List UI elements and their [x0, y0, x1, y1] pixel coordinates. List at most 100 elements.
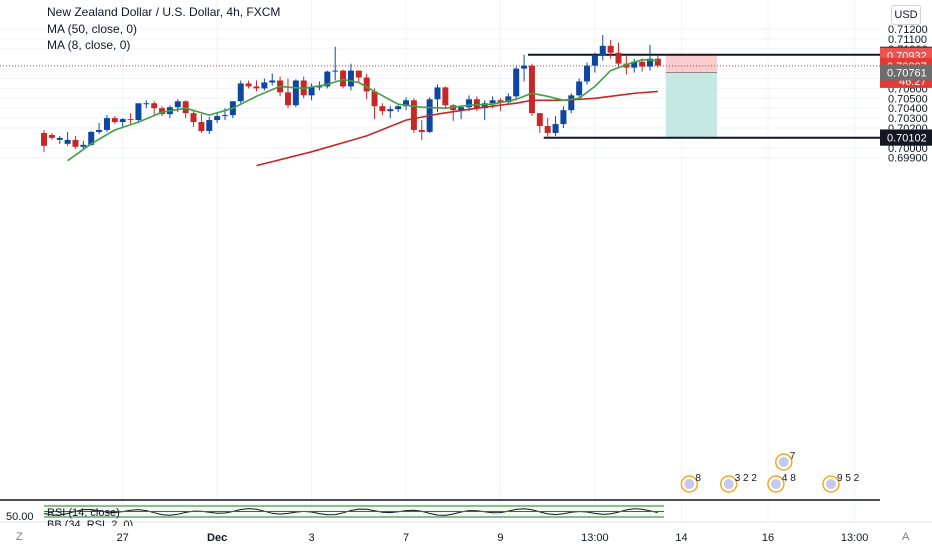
time-tick-label: 3 [309, 532, 315, 544]
candle-body [72, 139, 79, 147]
candle-body [434, 87, 441, 100]
candle-body [505, 96, 512, 103]
rsi-legend: RSI (14, close) [47, 507, 120, 519]
candle-body [41, 132, 47, 146]
event-badge-label: 7 [790, 451, 796, 462]
candle-body [88, 131, 95, 145]
currency-selector[interactable]: USD [891, 5, 921, 25]
candle-body [119, 119, 126, 123]
candle-body [245, 83, 252, 87]
ma50-line [256, 90, 658, 167]
candle-body [324, 71, 331, 87]
candle-body [607, 45, 614, 53]
candle-body [292, 80, 299, 106]
candle-body [599, 45, 606, 56]
auto-scale-button[interactable]: A [902, 531, 910, 543]
candle-body [237, 83, 244, 102]
candle-body [521, 65, 528, 69]
candle-body [103, 118, 110, 130]
candle-body [347, 70, 354, 87]
candle-body [190, 113, 197, 123]
price-axis [880, 0, 932, 530]
candle-body [584, 65, 591, 82]
candle-body [544, 126, 551, 133]
candle-body [458, 107, 465, 111]
candle-body [261, 82, 268, 89]
candle-body [442, 87, 449, 106]
rsi-level-label: 50.00 [6, 511, 34, 523]
candle-body [56, 137, 63, 140]
ma8-legend: MA (8, close, 0) [47, 38, 131, 52]
candle-body [96, 129, 103, 132]
price-tag-label: 0.70761 [887, 67, 927, 79]
event-badge-flag [826, 479, 836, 489]
candle-body [214, 116, 221, 121]
event-badge-flag [778, 457, 789, 467]
price-tick-label: 0.71100 [888, 34, 927, 46]
candle-body [528, 65, 535, 114]
timezone-button[interactable]: Z [16, 531, 23, 543]
candle-body [159, 108, 166, 115]
price-tick-label: 0.70300 [888, 113, 928, 125]
candle-body [182, 101, 189, 114]
ma8-line [67, 58, 658, 162]
candle-body [395, 106, 402, 110]
candle-body [631, 61, 638, 68]
event-badge-label: 3 2 2 [735, 473, 758, 484]
price-tick-label: 0.69900 [888, 153, 928, 165]
time-tick-label: 14 [675, 532, 687, 544]
price-tick-label: 0.70400 [888, 103, 928, 115]
candle-body [623, 63, 630, 68]
short-target-zone [665, 72, 718, 138]
time-tick-label: 7 [403, 532, 409, 544]
candle-body [80, 144, 87, 147]
candle-body [576, 81, 583, 96]
candle-body [536, 113, 543, 127]
price-tag [880, 64, 932, 81]
candle-body [568, 95, 575, 111]
event-badge-label: 9 5 2 [837, 473, 860, 484]
candle-body [253, 86, 260, 89]
event-badge-label: 8 [695, 473, 701, 484]
candle-body [646, 58, 653, 67]
candle-body [127, 119, 134, 121]
candle-body [379, 106, 386, 112]
ma50-legend: MA (50, close, 0) [47, 22, 138, 36]
bb-legend: BB (34, RSI, 2, 0) [47, 520, 134, 526]
candle-body [143, 103, 150, 105]
candle-body [284, 92, 291, 106]
time-tick-label: 16 [762, 532, 774, 544]
candle-body [513, 68, 520, 97]
price-tick-label: 0.71200 [888, 24, 928, 36]
event-badge-flag [684, 479, 695, 489]
price-tick-label: 0.70500 [888, 93, 928, 105]
candle-body [410, 100, 417, 130]
candle-body [552, 124, 559, 133]
candle-body [308, 86, 315, 96]
candle-body [269, 80, 276, 83]
candle-body [151, 103, 158, 109]
candle-body [340, 70, 347, 87]
time-tick-label: 9 [497, 532, 503, 544]
candle-body [591, 55, 598, 66]
candle-body [654, 58, 661, 66]
candle-body [473, 99, 480, 109]
candle-body [222, 115, 229, 117]
event-badge-flag [723, 479, 734, 489]
candle-body [206, 120, 213, 131]
event-badge-flag [770, 479, 781, 489]
candle-body [332, 70, 339, 72]
candle-body [174, 101, 181, 108]
price-tick-label: 0.70000 [888, 143, 928, 155]
candle-body [387, 109, 394, 112]
candle-body [560, 110, 567, 125]
candle-body [615, 52, 622, 64]
candle-body [489, 100, 496, 104]
candle-body [316, 86, 323, 88]
candle-body [355, 70, 362, 78]
time-tick-label: 13:00 [581, 532, 609, 544]
candle-body [497, 100, 504, 103]
time-tick-label: 13:00 [841, 532, 869, 544]
candle-body [198, 122, 205, 131]
